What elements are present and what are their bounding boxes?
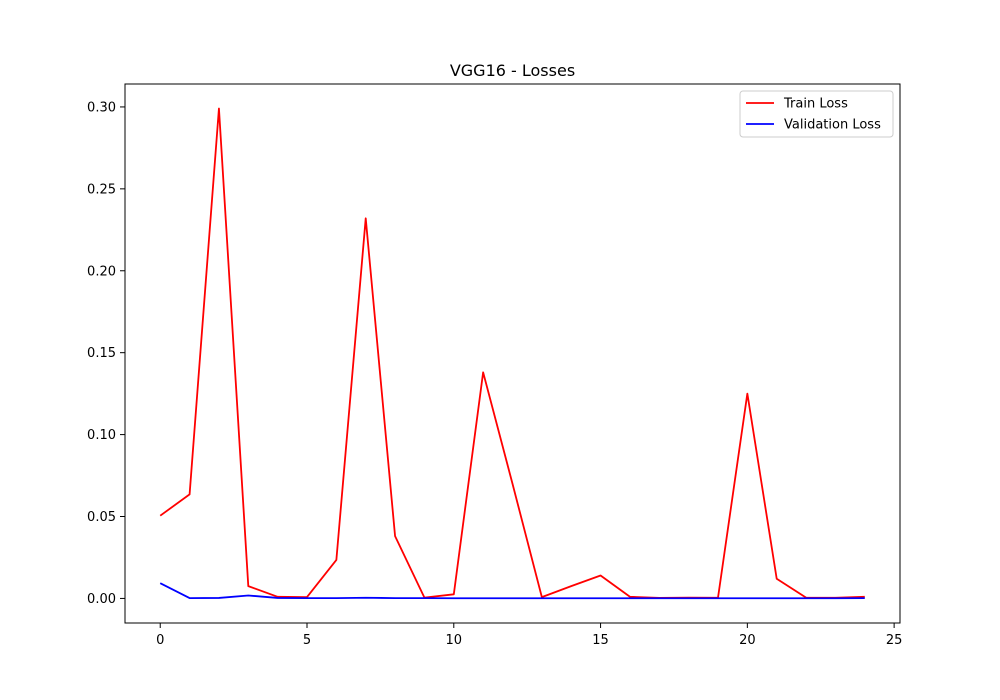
y-tick-label: 0.25 xyxy=(87,182,116,197)
x-tick-label: 10 xyxy=(446,633,463,648)
chart-title: VGG16 - Losses xyxy=(450,61,575,80)
legend-label: Train Loss xyxy=(783,97,848,112)
x-tick-label: 25 xyxy=(886,633,903,648)
y-tick-label: 0.00 xyxy=(87,592,116,607)
x-tick-label: 20 xyxy=(739,633,756,648)
y-tick-label: 0.15 xyxy=(87,346,116,361)
y-tick-label: 0.10 xyxy=(87,428,116,443)
y-tick-label: 0.30 xyxy=(87,100,116,115)
x-tick-label: 15 xyxy=(592,633,609,648)
legend-box xyxy=(739,90,894,138)
y-tick-label: 0.20 xyxy=(87,264,116,279)
x-tick-label: 0 xyxy=(156,633,164,648)
legend-label: Validation Loss xyxy=(784,118,881,133)
x-tick-label: 5 xyxy=(303,633,311,648)
series-line-train-loss xyxy=(159,107,865,599)
plot-area-frame xyxy=(124,83,901,624)
y-tick-label: 0.05 xyxy=(87,510,116,525)
series-line-validation-loss xyxy=(159,582,865,600)
legend: Train Loss Validation Loss xyxy=(739,90,894,138)
